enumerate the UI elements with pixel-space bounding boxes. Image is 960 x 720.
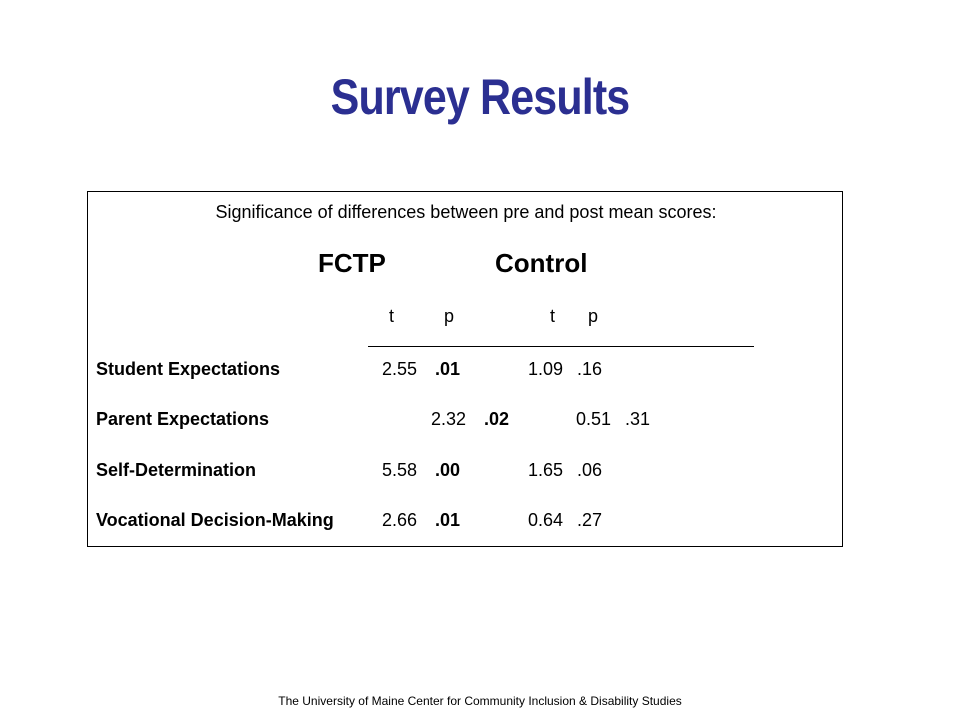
cell-fctp-p: .00 bbox=[435, 460, 461, 480]
cell-fctp-p: .02 bbox=[484, 409, 510, 429]
cell-control-p: .31 bbox=[625, 409, 651, 429]
cell-control-p: .16 bbox=[577, 359, 603, 379]
group-header-control: Control bbox=[495, 248, 588, 278]
results-table-box: Significance of differences between pre … bbox=[87, 191, 843, 547]
row-label-parent-expectations: Parent Expectations bbox=[96, 409, 270, 429]
cell-control-t: 1.65 bbox=[528, 460, 564, 480]
row-label-self-determination: Self-Determination bbox=[96, 460, 257, 480]
col-header-control-p: p bbox=[588, 306, 599, 326]
col-header-fctp-t: t bbox=[389, 306, 395, 326]
table-subtitle: Significance of differences between pre … bbox=[215, 202, 717, 222]
slide-title: Survey Results bbox=[330, 69, 631, 125]
cell-control-t: 1.09 bbox=[528, 359, 564, 379]
row-label-student-expectations: Student Expectations bbox=[96, 359, 281, 379]
cell-control-t: 0.64 bbox=[528, 510, 564, 530]
cell-control-p: .06 bbox=[577, 460, 603, 480]
header-divider bbox=[368, 346, 754, 347]
cell-fctp-t: 2.32 bbox=[431, 409, 467, 429]
col-header-fctp-p: p bbox=[444, 306, 455, 326]
cell-fctp-t: 2.66 bbox=[382, 510, 418, 530]
cell-fctp-t: 5.58 bbox=[382, 460, 418, 480]
cell-fctp-p: .01 bbox=[435, 359, 461, 379]
cell-control-p: .27 bbox=[577, 510, 603, 530]
group-header-fctp: FCTP bbox=[318, 248, 386, 278]
col-header-control-t: t bbox=[550, 306, 556, 326]
cell-control-t: 0.51 bbox=[576, 409, 612, 429]
footer-credit: The University of Maine Center for Commu… bbox=[278, 694, 682, 708]
cell-fctp-p: .01 bbox=[435, 510, 461, 530]
row-label-vocational-decision-making: Vocational Decision-Making bbox=[96, 510, 334, 530]
cell-fctp-t: 2.55 bbox=[382, 359, 418, 379]
